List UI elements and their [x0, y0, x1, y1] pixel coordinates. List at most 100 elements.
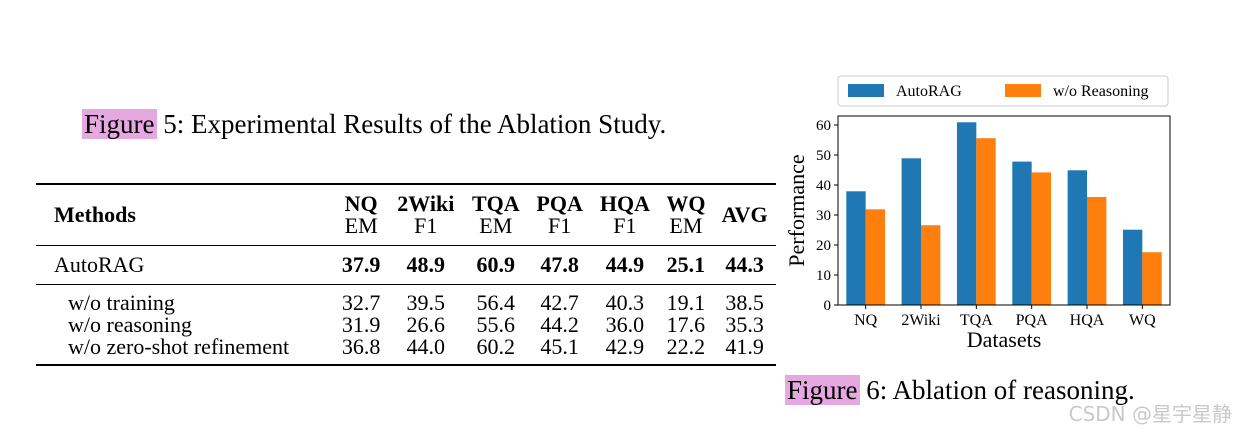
table-cell: 22.2 — [666, 334, 706, 359]
column-name: WQ — [666, 191, 706, 216]
table-cell: 42.7 — [540, 290, 579, 315]
legend-swatch — [848, 84, 884, 97]
column-metric: F1 — [548, 213, 572, 238]
bar-autorag — [1122, 229, 1143, 305]
column-header: HQA F1 — [591, 184, 658, 246]
table-cell: 31.9 — [341, 312, 381, 337]
figure-6-caption: Figure 6: Ablation of reasoning. — [785, 375, 1135, 406]
methods-header: Methods — [54, 202, 136, 227]
table-cell: 41.9 — [725, 334, 764, 359]
table-row-autorag: AutoRAG 37.9 48.9 60.9 47.8 44.9 25.1 44.3 — [36, 246, 776, 285]
bar-wo-reasoning — [976, 138, 996, 305]
y-tick-label: 0 — [824, 298, 832, 314]
legend-entry: AutoRAG — [896, 83, 962, 100]
column-name: PQA — [536, 191, 583, 216]
table-cell: 17.6 — [666, 312, 706, 337]
y-tick-label: 20 — [816, 238, 831, 254]
table-header-row: Methods NQ EM 2Wiki F1 TQA EM PQA F1 HQA F1 WQ EM AV… — [36, 184, 776, 246]
y-axis-label: Performance — [784, 154, 809, 266]
method-name: w/o zero-shot refinement — [68, 334, 290, 359]
bar-wo-reasoning — [865, 209, 886, 305]
bar-autorag — [1067, 170, 1087, 305]
table-cell: 35.3 — [725, 312, 764, 337]
column-metric: EM — [479, 213, 513, 238]
column-metric: EM — [669, 213, 703, 238]
bar-autorag — [846, 191, 866, 305]
table-cell: 44.0 — [406, 334, 446, 359]
table-cell: 44.2 — [540, 312, 579, 337]
bar-autorag — [1012, 161, 1032, 305]
table-row: w/o zero-shot refinement 36.8 44.0 60.2 45.1… — [36, 336, 776, 365]
figure-5-label: Figure — [82, 109, 157, 139]
column-header: WQ EM — [659, 184, 714, 246]
method-name: w/o reasoning — [68, 312, 193, 337]
column-metric: EM — [344, 213, 378, 238]
x-tick-label: TQA — [960, 312, 993, 329]
table-cell: 36.8 — [341, 334, 381, 359]
table-cell: 56.4 — [476, 290, 516, 315]
column-header: PQA F1 — [528, 184, 591, 246]
x-tick-label: NQ — [854, 312, 878, 329]
table-cell: 37.9 — [341, 252, 381, 277]
figure-6-text: 6: Ablation of reasoning. — [859, 375, 1135, 405]
x-tick-label: 2Wiki — [901, 312, 941, 329]
figure-5-text: 5: Experimental Results of the Ablation … — [156, 109, 667, 139]
table-cell: 25.1 — [666, 252, 706, 277]
y-tick-label: 50 — [816, 148, 831, 164]
bar-autorag — [901, 158, 921, 305]
table-cell: 47.8 — [540, 252, 579, 277]
table-cell: 55.6 — [476, 312, 516, 337]
bar-wo-reasoning — [1142, 252, 1162, 305]
table-cell: 42.9 — [605, 334, 645, 359]
legend-swatch — [1005, 84, 1041, 97]
y-tick-label: 60 — [816, 118, 831, 134]
table-row: w/o training 32.7 39.5 56.4 42.7 40.3 19.1 38.5 — [36, 285, 776, 315]
bar-autorag — [956, 122, 977, 305]
method-name: AutoRAG — [54, 252, 145, 277]
table-cell: 19.1 — [666, 290, 706, 315]
figure-5-caption: Figure 5: Experimental Results of the Ab… — [82, 109, 666, 140]
column-name: AVG — [721, 202, 768, 227]
column-metric: F1 — [613, 213, 637, 238]
x-axis-label: Datasets — [967, 327, 1042, 352]
watermark: CSDN @星宇星静 — [1068, 402, 1232, 426]
x-tick-label: WQ — [1129, 312, 1156, 329]
table-cell: 44.9 — [605, 252, 645, 277]
bar-wo-reasoning — [1031, 172, 1052, 305]
y-tick-label: 30 — [816, 208, 831, 224]
table-cell: 39.5 — [406, 290, 446, 315]
bar-wo-reasoning — [921, 225, 941, 305]
column-name: NQ — [344, 191, 378, 216]
table-cell: 36.0 — [605, 312, 645, 337]
ablation-bar-chart: NQ 2Wiki TQA PQA HQA WQ 0 10 20 30 40 50 60 Datasets P… — [784, 75, 1171, 352]
column-name: TQA — [471, 191, 520, 216]
table-cell: 26.6 — [406, 312, 446, 337]
table-cell: 44.3 — [725, 252, 764, 277]
table-cell: 48.9 — [406, 252, 446, 277]
column-name: 2Wiki — [397, 191, 455, 216]
column-header: TQA EM — [464, 184, 529, 246]
ablation-rows: w/o training 32.7 39.5 56.4 42.7 40.3 19.1 38.5… — [36, 285, 776, 365]
table-cell: 45.1 — [540, 334, 579, 359]
figure-6-label: Figure — [785, 375, 860, 405]
ablation-table: Methods NQ EM 2Wiki F1 TQA EM PQA F1 HQA F1 WQ EM AV… — [36, 183, 776, 366]
column-metric: F1 — [414, 213, 438, 238]
method-name: w/o training — [68, 290, 175, 315]
table-cell: 32.7 — [341, 290, 381, 315]
y-tick-label: 40 — [816, 178, 831, 194]
column-header: AVG — [713, 184, 776, 246]
table-cell: 60.9 — [476, 252, 516, 277]
column-header: NQ EM — [334, 184, 388, 246]
table-cell: 40.3 — [605, 290, 645, 315]
column-header: 2Wiki F1 — [388, 184, 463, 246]
table-cell: 60.2 — [476, 334, 516, 359]
x-tick-label: PQA — [1016, 312, 1048, 329]
plot-frame — [837, 115, 1171, 306]
legend-entry: w/o Reasoning — [1053, 83, 1149, 100]
x-tick-label: HQA — [1070, 312, 1105, 329]
table-cell: 38.5 — [725, 290, 764, 315]
table-row: w/o reasoning 31.9 26.6 55.6 44.2 36.0 17.6 35.… — [36, 314, 776, 336]
column-name: HQA — [599, 191, 650, 216]
bar-wo-reasoning — [1087, 197, 1107, 305]
legend-box — [837, 75, 1169, 107]
